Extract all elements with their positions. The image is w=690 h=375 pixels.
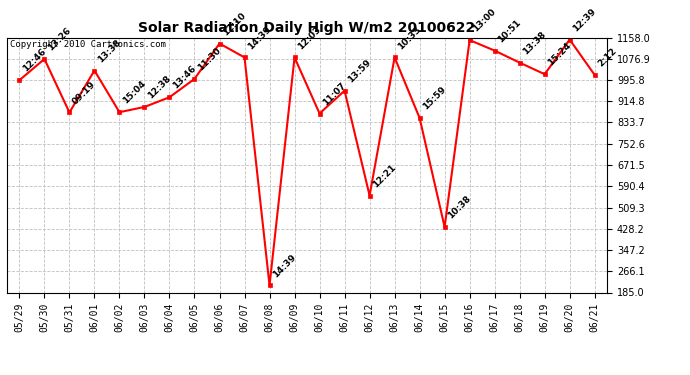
Text: 10:38: 10:38 xyxy=(446,194,473,220)
Text: 12:03: 12:03 xyxy=(296,24,322,51)
Text: 11:07: 11:07 xyxy=(321,81,347,107)
Text: 12:10: 12:10 xyxy=(221,10,247,37)
Text: 15:59: 15:59 xyxy=(421,85,448,112)
Text: 13:59: 13:59 xyxy=(346,58,373,84)
Text: 14:39: 14:39 xyxy=(270,252,297,279)
Text: 13:26: 13:26 xyxy=(46,26,72,53)
Text: 12:38: 12:38 xyxy=(146,74,172,100)
Text: 13:38: 13:38 xyxy=(521,30,547,56)
Text: 12:21: 12:21 xyxy=(371,162,397,189)
Text: 14:39: 14:39 xyxy=(246,24,273,51)
Text: 12:46: 12:46 xyxy=(21,47,48,74)
Text: 13:00: 13:00 xyxy=(471,8,497,34)
Text: 2:12: 2:12 xyxy=(596,46,618,69)
Text: 11:30: 11:30 xyxy=(196,46,222,72)
Text: 13:46: 13:46 xyxy=(170,64,197,91)
Text: Copyright 2010 Cartronics.com: Copyright 2010 Cartronics.com xyxy=(10,40,166,49)
Text: 10:51: 10:51 xyxy=(496,18,522,44)
Text: 15:24: 15:24 xyxy=(546,41,573,68)
Text: 10:33: 10:33 xyxy=(396,24,422,51)
Title: Solar Radiation Daily High W/m2 20100622: Solar Radiation Daily High W/m2 20100622 xyxy=(139,21,475,35)
Text: 12:39: 12:39 xyxy=(571,6,598,33)
Text: 13:38: 13:38 xyxy=(96,38,122,64)
Text: 09:19: 09:19 xyxy=(70,80,97,106)
Text: 15:04: 15:04 xyxy=(121,79,147,106)
